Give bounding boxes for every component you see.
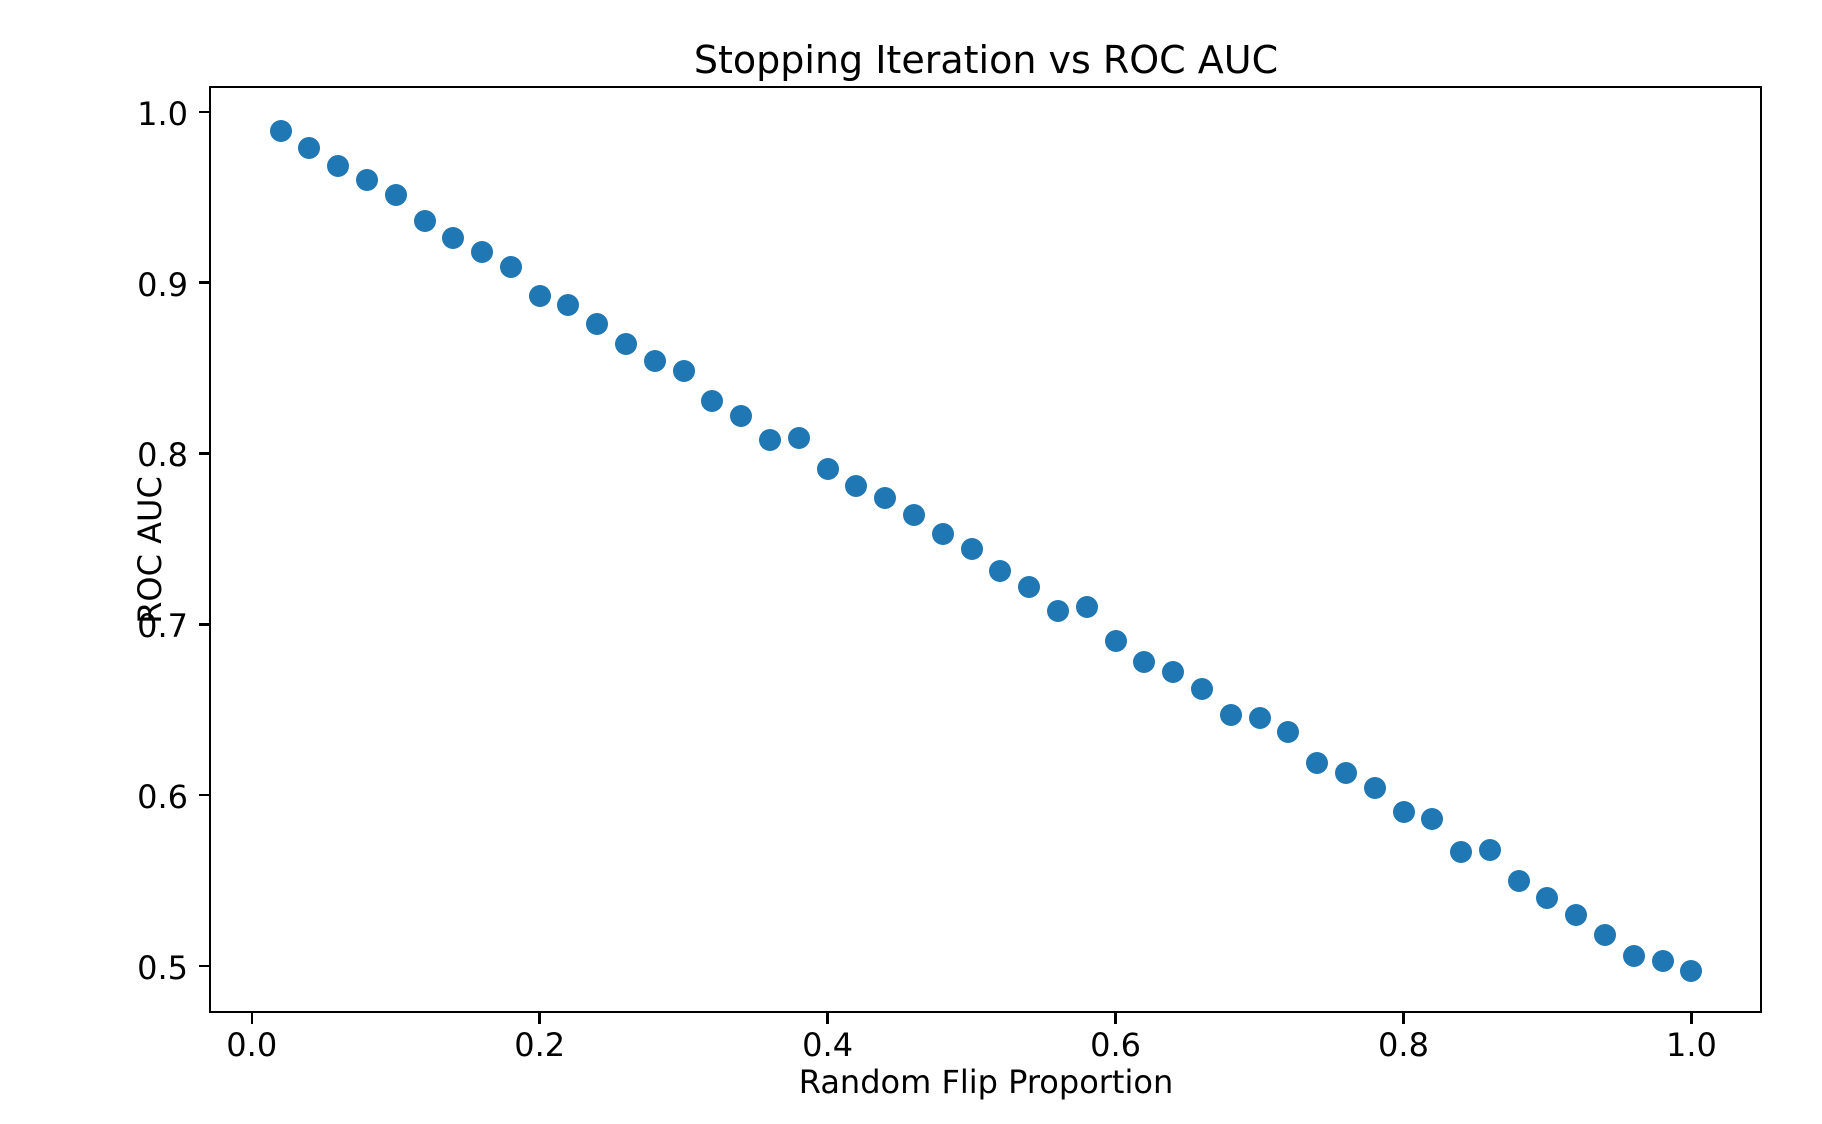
data-point [355,169,378,192]
x-tick-mark [538,1013,541,1024]
data-point [442,227,465,250]
data-point [960,538,983,561]
y-axis-label: ROC AUC [131,476,169,624]
y-tick-label: 0.6 [137,778,188,817]
y-tick-mark [199,793,210,797]
data-point [586,312,609,335]
data-point [298,136,321,159]
x-tick-mark [1690,1013,1693,1024]
y-tick-mark [199,623,210,626]
plot-area [209,86,1762,1013]
data-point [1392,801,1415,824]
x-tick-label: 0.6 [1090,1026,1142,1064]
data-point [1219,703,1242,726]
data-point [1190,678,1213,701]
y-tick-label: 0.8 [137,436,188,475]
data-point [615,333,638,356]
data-point [1651,949,1674,972]
data-point [1450,840,1473,863]
data-point [528,285,551,308]
data-point [1018,575,1041,598]
x-tick-mark [1114,1013,1117,1024]
data-point [499,256,522,279]
y-tick-label: 0.7 [137,607,188,646]
y-tick-mark [199,281,210,284]
data-point [1075,596,1098,619]
data-point [1104,630,1127,653]
data-point [874,486,897,509]
x-tick-mark [826,1013,829,1024]
data-point [1248,707,1271,730]
y-tick-mark [199,452,210,455]
data-point [1046,599,1069,622]
data-point [730,404,753,427]
x-tick-label: 0.4 [802,1026,854,1064]
data-point [1306,751,1329,774]
data-point [1133,650,1156,673]
data-point [557,293,580,316]
data-point [989,560,1012,583]
x-tick-label: 0.0 [226,1026,278,1064]
data-point [471,240,494,263]
data-point [1536,886,1559,909]
data-point [931,522,954,545]
data-point [787,427,810,450]
x-axis-label: Random Flip Proportion [798,1063,1174,1101]
data-point [1334,761,1357,784]
chart-title: Stopping Iteration vs ROC AUC [693,38,1279,82]
data-point [1421,808,1444,831]
data-point [269,119,292,142]
data-point [327,155,350,178]
data-point [1162,661,1185,684]
y-tick-mark [199,964,210,968]
data-point [1680,960,1703,983]
data-point [384,184,407,207]
data-point [701,389,724,412]
x-tick-label: 0.8 [1378,1026,1429,1064]
data-point [1277,720,1300,743]
data-point [413,210,436,233]
data-point [816,457,839,480]
y-tick-mark [199,110,210,114]
data-point [1565,903,1588,926]
y-tick-label: 1.0 [137,94,188,133]
data-point [1478,838,1501,861]
y-tick-label: 0.9 [137,265,188,304]
data-point [643,350,666,373]
data-point [1507,869,1530,892]
x-tick-mark [1402,1013,1405,1024]
x-tick-label: 0.2 [514,1026,566,1064]
y-tick-label: 0.5 [137,949,188,988]
x-tick-label: 1.0 [1666,1026,1717,1064]
data-point [903,503,925,526]
data-point [672,360,695,383]
data-point [845,474,868,497]
data-point [1363,777,1386,800]
data-point [759,428,782,451]
data-point [1622,944,1645,967]
data-point [1594,924,1617,947]
x-tick-mark [250,1013,253,1024]
